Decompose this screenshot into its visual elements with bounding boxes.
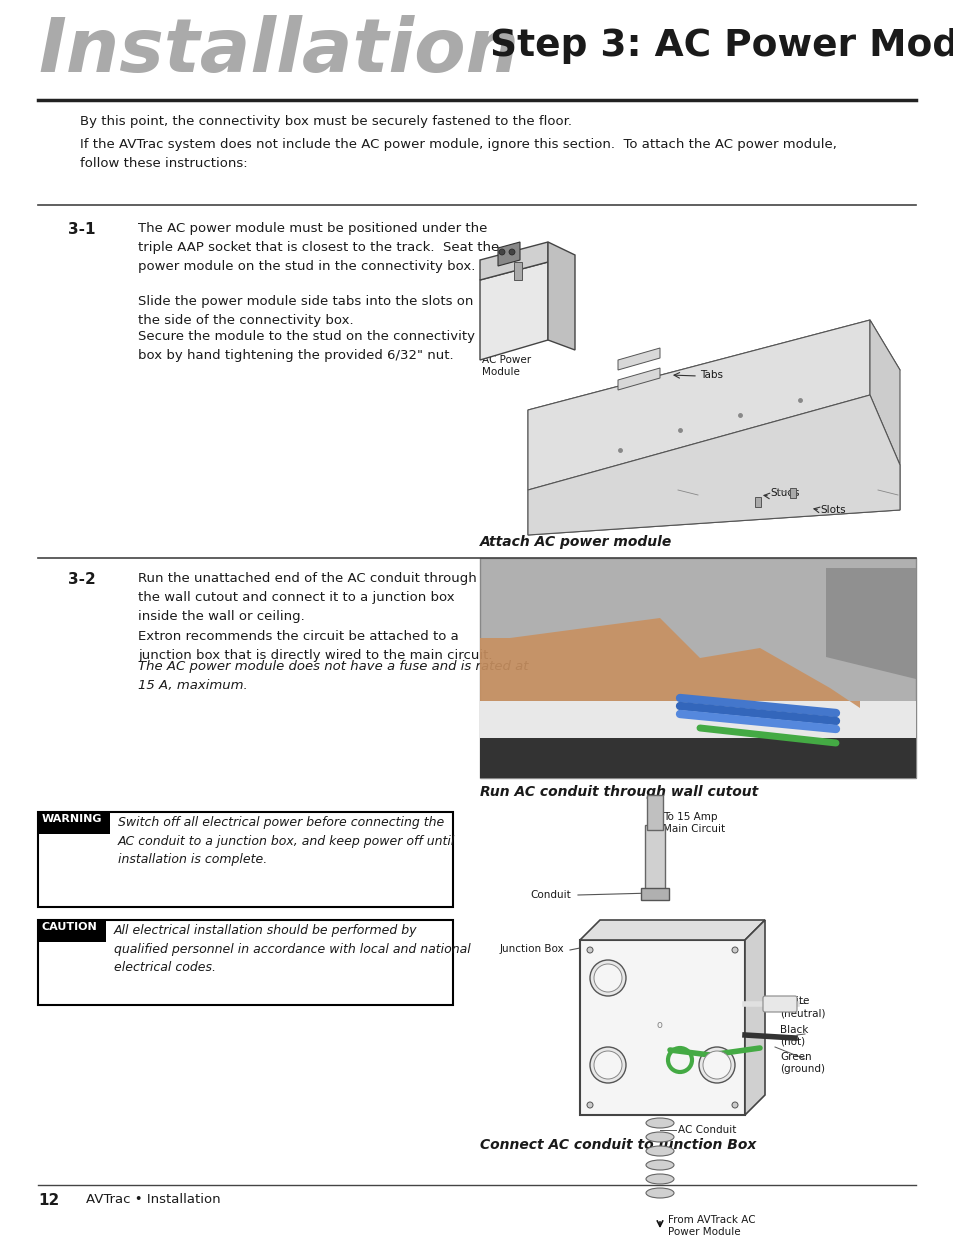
Bar bbox=[38, 811, 110, 834]
Bar bbox=[479, 739, 915, 778]
Polygon shape bbox=[869, 320, 899, 466]
Text: All electrical installation should be performed by
qualified personnel in accord: All electrical installation should be pe… bbox=[113, 924, 470, 974]
Text: Installation: Installation bbox=[38, 15, 518, 88]
Circle shape bbox=[589, 1047, 625, 1083]
Circle shape bbox=[699, 1047, 734, 1083]
Text: Slide the power module side tabs into the slots on
the side of the connectivity : Slide the power module side tabs into th… bbox=[138, 295, 473, 327]
Circle shape bbox=[731, 947, 738, 953]
Bar bbox=[514, 262, 521, 280]
Text: CAUTION: CAUTION bbox=[42, 923, 97, 932]
Polygon shape bbox=[579, 920, 764, 940]
Text: Attach AC power module: Attach AC power module bbox=[479, 535, 672, 550]
Circle shape bbox=[498, 249, 504, 254]
Text: Tabs: Tabs bbox=[700, 370, 722, 380]
Text: Green: Green bbox=[780, 1052, 811, 1062]
Text: Run the unattached end of the AC conduit through
the wall cutout and connect it : Run the unattached end of the AC conduit… bbox=[138, 572, 476, 622]
Polygon shape bbox=[527, 395, 899, 535]
Circle shape bbox=[594, 965, 621, 992]
Text: AVTrac • Installation: AVTrac • Installation bbox=[86, 1193, 220, 1207]
Polygon shape bbox=[479, 618, 859, 708]
Ellipse shape bbox=[645, 1174, 673, 1184]
Circle shape bbox=[702, 1051, 730, 1079]
Polygon shape bbox=[825, 568, 915, 679]
Text: AC Power: AC Power bbox=[481, 354, 531, 366]
Text: Junction Box: Junction Box bbox=[499, 944, 564, 953]
Bar bbox=[644, 825, 664, 895]
Bar bbox=[646, 795, 662, 830]
Text: 3-2: 3-2 bbox=[68, 572, 95, 587]
Text: 12: 12 bbox=[38, 1193, 59, 1208]
Circle shape bbox=[509, 249, 515, 254]
Text: Conduit: Conduit bbox=[530, 890, 570, 900]
Polygon shape bbox=[744, 920, 764, 1115]
Polygon shape bbox=[497, 242, 519, 266]
Text: Slots: Slots bbox=[820, 505, 844, 515]
Text: Power Module: Power Module bbox=[667, 1228, 740, 1235]
Bar bbox=[38, 920, 453, 1005]
Text: (ground): (ground) bbox=[780, 1065, 824, 1074]
Text: Secure the module to the stud on the connectivity
box by hand tightening the pro: Secure the module to the stud on the con… bbox=[138, 330, 475, 362]
Text: If the AVTrac system does not include the AC power module, ignore this section. : If the AVTrac system does not include th… bbox=[80, 138, 836, 170]
Ellipse shape bbox=[645, 1160, 673, 1170]
Polygon shape bbox=[479, 242, 547, 280]
Ellipse shape bbox=[645, 1118, 673, 1128]
Text: AC Conduit: AC Conduit bbox=[678, 1125, 736, 1135]
Circle shape bbox=[586, 1102, 593, 1108]
Text: Switch off all electrical power before connecting the
AC conduit to a junction b: Switch off all electrical power before c… bbox=[118, 816, 455, 866]
Polygon shape bbox=[527, 320, 899, 535]
Text: Studs: Studs bbox=[769, 488, 799, 498]
Text: Connect AC conduit to Junction Box: Connect AC conduit to Junction Box bbox=[479, 1137, 756, 1152]
Text: Step 3: AC Power Module: Step 3: AC Power Module bbox=[490, 28, 953, 64]
Text: (neutral): (neutral) bbox=[780, 1008, 824, 1018]
Text: Black: Black bbox=[780, 1025, 807, 1035]
Bar bbox=[640, 888, 668, 900]
Bar bbox=[579, 940, 744, 1115]
Text: White: White bbox=[780, 995, 809, 1007]
Circle shape bbox=[594, 1051, 621, 1079]
Polygon shape bbox=[618, 348, 659, 370]
Polygon shape bbox=[547, 242, 575, 350]
FancyBboxPatch shape bbox=[762, 995, 796, 1011]
Circle shape bbox=[589, 960, 625, 995]
Circle shape bbox=[731, 1102, 738, 1108]
Text: The AC power module does not have a fuse and is rated at
15 A, maximum.: The AC power module does not have a fuse… bbox=[138, 659, 528, 692]
Text: From AVTrack AC: From AVTrack AC bbox=[667, 1215, 755, 1225]
Text: Module: Module bbox=[481, 367, 519, 377]
Text: 3-1: 3-1 bbox=[68, 222, 95, 237]
Text: o: o bbox=[657, 1020, 662, 1030]
Text: Main Circuit: Main Circuit bbox=[662, 824, 724, 834]
Text: Run AC conduit through wall cutout: Run AC conduit through wall cutout bbox=[479, 785, 758, 799]
Polygon shape bbox=[479, 262, 547, 359]
Text: (hot): (hot) bbox=[780, 1037, 804, 1047]
Bar bbox=[479, 701, 915, 778]
Bar bbox=[38, 811, 453, 906]
Text: To 15 Amp: To 15 Amp bbox=[662, 811, 717, 823]
Text: The AC power module must be positioned under the
triple AAP socket that is close: The AC power module must be positioned u… bbox=[138, 222, 498, 273]
Polygon shape bbox=[618, 368, 659, 390]
Text: Extron recommends the circuit be attached to a
junction box that is directly wir: Extron recommends the circuit be attache… bbox=[138, 630, 492, 662]
Ellipse shape bbox=[645, 1132, 673, 1142]
Bar bbox=[479, 558, 915, 778]
Ellipse shape bbox=[645, 1188, 673, 1198]
Bar bbox=[789, 488, 795, 498]
Bar bbox=[754, 496, 760, 508]
Text: By this point, the connectivity box must be securely fastened to the floor.: By this point, the connectivity box must… bbox=[80, 115, 572, 128]
Bar bbox=[38, 920, 106, 942]
Polygon shape bbox=[527, 320, 869, 490]
Text: WARNING: WARNING bbox=[42, 814, 102, 824]
Circle shape bbox=[586, 947, 593, 953]
Ellipse shape bbox=[645, 1146, 673, 1156]
